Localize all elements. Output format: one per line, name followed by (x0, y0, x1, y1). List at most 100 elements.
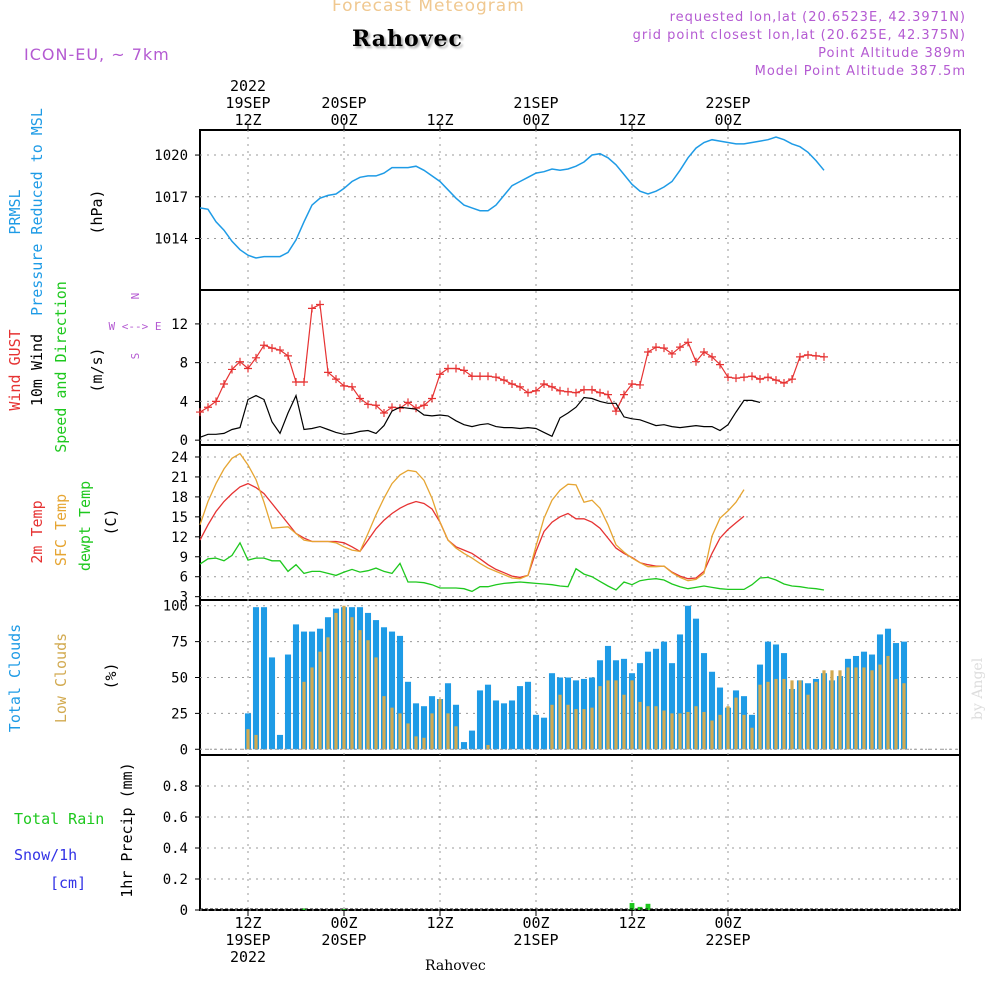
temp-unit-text: (C) (102, 508, 120, 535)
low-cloud-bar (790, 680, 794, 750)
low-cloud-bar (622, 694, 626, 750)
total-cloud-bar (644, 651, 652, 750)
low-cloud-bar (430, 713, 434, 750)
total-cloud-bar (684, 605, 692, 750)
low-cloud-bar (670, 713, 674, 750)
gust-marker (332, 375, 340, 384)
low-cloud-bar (662, 710, 666, 750)
compass: N W <--> E S (109, 293, 162, 360)
low-cloud-bar (710, 720, 714, 750)
temp2m-label: 2m Temp (28, 500, 46, 563)
cloud-unit-text: (%) (102, 662, 120, 689)
y-tick-label: 18 (171, 490, 188, 506)
rain-bar (629, 903, 635, 910)
gust-marker (676, 343, 684, 352)
gust-marker (716, 360, 724, 369)
gust-marker (692, 357, 700, 366)
low-cloud-bar (838, 670, 842, 750)
low-cloud-bar (718, 714, 722, 750)
total-cloud-bar (524, 681, 532, 750)
low-cloud-bar (558, 694, 562, 750)
y-tick-label: 3 (180, 590, 188, 606)
sfctemp-label: SFC Temp (52, 494, 70, 566)
gust-marker (276, 346, 284, 355)
gust-marker (540, 379, 548, 388)
low-cloud-bar (334, 612, 338, 750)
total-cloud-bar (468, 730, 476, 750)
time-label-top: 00Z (330, 111, 357, 129)
low-cloud-bar (702, 711, 706, 750)
gust-marker (772, 376, 780, 385)
y-tick-label: 0.4 (163, 841, 188, 857)
low-cloud-bar (694, 706, 698, 750)
gust-marker (812, 351, 820, 360)
low-cloud-bar (374, 657, 378, 750)
pressure-unit: (hPa) (88, 189, 106, 234)
gust-marker (732, 374, 740, 383)
gust-marker (500, 376, 508, 385)
total-cloud-bar (668, 663, 676, 750)
time-label-top: 00Z (522, 111, 549, 129)
total-cloud-label: Total Clouds (6, 624, 24, 732)
low-cloud-label-text: Low Clouds (52, 633, 70, 723)
gust-marker (820, 352, 828, 361)
direction-label: Speed and Direction (52, 281, 70, 453)
total-cloud-bar (268, 657, 276, 750)
gust-marker (236, 357, 244, 366)
low-cloud-label: Low Clouds (52, 633, 70, 723)
gust-label-text: Wind GUST (6, 329, 24, 410)
wind-unit-text: (m/s) (88, 347, 106, 392)
gust-marker (316, 300, 324, 309)
low-cloud-bar (758, 684, 762, 750)
low-cloud-bar (246, 729, 250, 750)
gust-marker (492, 373, 500, 382)
low-cloud-bar (782, 678, 786, 750)
gust-marker (548, 382, 556, 391)
low-cloud-bar (654, 706, 658, 750)
gust-marker (284, 351, 292, 360)
gust-marker (292, 378, 300, 387)
time-label-bottom: 12Z (618, 914, 645, 932)
total-cloud-bar (492, 700, 500, 750)
snow-unit-label: [cm] (50, 874, 86, 892)
gust-marker (324, 368, 332, 377)
y-tick-label: 1014 (154, 232, 188, 248)
gust-marker (604, 390, 612, 399)
time-label-bottom: 00Z (714, 914, 741, 932)
total-cloud-bar (660, 641, 668, 750)
low-cloud-bar (366, 640, 370, 750)
low-cloud-bar (774, 678, 778, 750)
low-cloud-bar (574, 709, 578, 750)
gust-marker (700, 348, 708, 356)
gust-marker (804, 350, 812, 359)
gust-marker (532, 386, 540, 395)
y-tick-label: 0.2 (163, 872, 188, 888)
low-cloud-bar (814, 681, 818, 750)
gust-marker (572, 388, 580, 397)
low-cloud-bar (902, 683, 906, 750)
gust-marker (244, 364, 252, 373)
compass-s: S (129, 353, 142, 360)
time-label-top: 20SEP (321, 94, 366, 112)
total-cloud-bar (460, 742, 468, 750)
gust-marker (620, 390, 628, 399)
y-tick-label: 50 (171, 671, 188, 687)
rain-bar (645, 903, 651, 910)
pressure-label-short-text: PRMSL (6, 189, 24, 234)
gust-marker (764, 373, 772, 382)
low-cloud-bar (302, 681, 306, 750)
low-cloud-bar (846, 667, 850, 750)
gust-marker (668, 349, 676, 358)
low-cloud-bar (446, 713, 450, 750)
gust-marker (228, 365, 236, 374)
gust-marker (556, 386, 564, 395)
precip-axis-label: 1hr Precip (mm) (118, 762, 136, 897)
dewpt-label: dewpt Temp (76, 481, 94, 571)
y-tick-label: 6 (180, 570, 188, 586)
gust-marker (724, 373, 732, 382)
y-tick-label: 100 (163, 599, 188, 615)
low-cloud-bar (862, 667, 866, 750)
time-label-bottom: 2022 (230, 948, 266, 966)
gust-marker (588, 385, 596, 394)
time-label-top: 22SEP (705, 94, 750, 112)
